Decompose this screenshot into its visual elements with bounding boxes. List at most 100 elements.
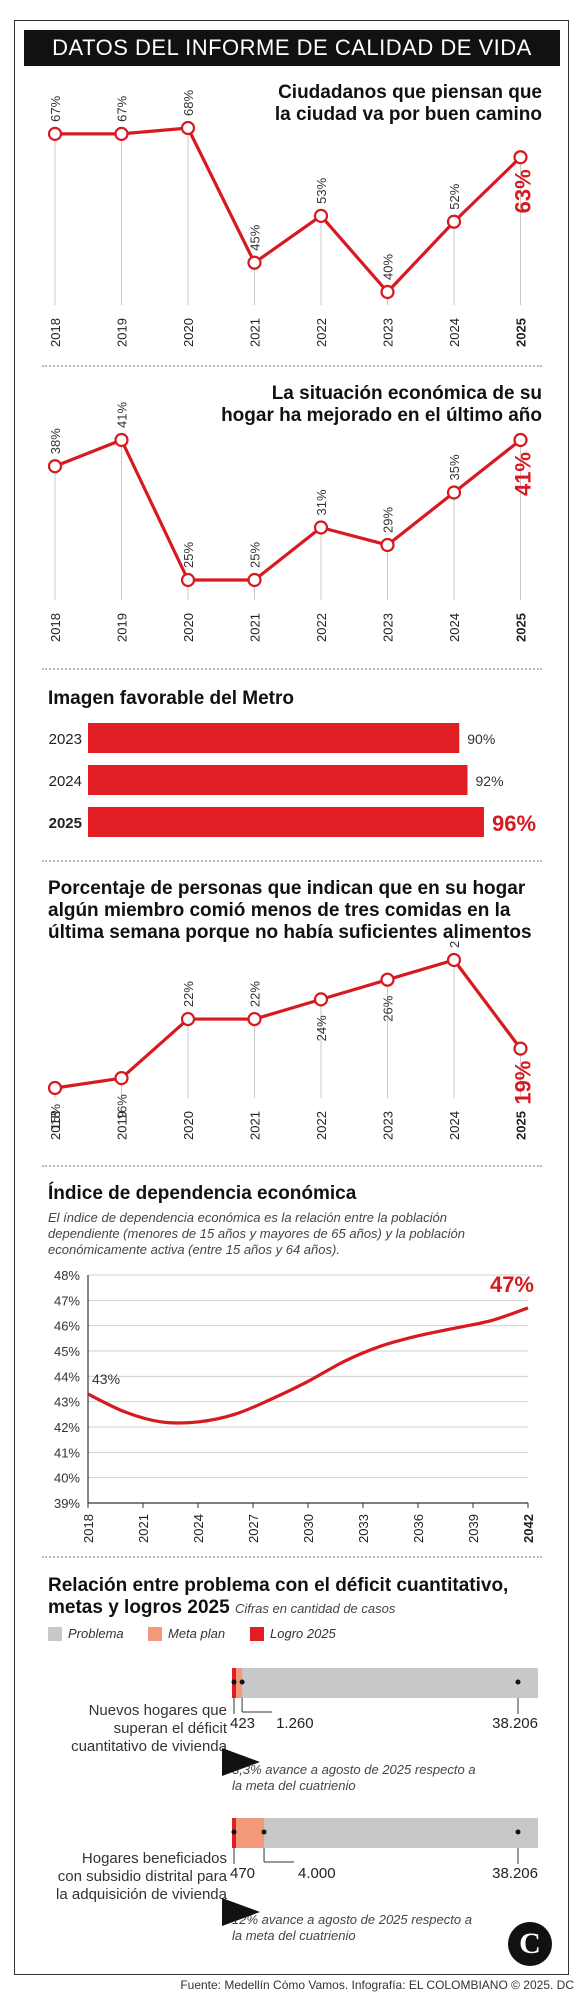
section-divider xyxy=(42,365,542,367)
chart5-xtick-label: 2030 xyxy=(301,1514,316,1543)
chart4-title: Porcentaje de personas que indican que e… xyxy=(48,878,532,943)
chart2-year-label: 2019 xyxy=(115,613,130,642)
section-divider xyxy=(42,1165,542,1167)
chart2-year-label: 2023 xyxy=(381,613,396,642)
chart4-value-label: 24% xyxy=(314,1015,329,1041)
chart1-value-label: 67% xyxy=(48,95,63,121)
footer-source: Fuente: Medellín Cómo Vamos. Infografía:… xyxy=(180,1978,574,1992)
chart1-point xyxy=(313,208,329,223)
chart5-title: Índice de dependencia económica xyxy=(48,1183,357,1204)
chart3-category-label: 2023 xyxy=(49,731,82,748)
chart3-category-label: 2025 xyxy=(49,815,82,832)
chart6-subtitle: Cifras en cantidad de casos xyxy=(234,1601,396,1616)
legend-label-meta: Meta plan xyxy=(168,1626,226,1641)
infographic-frame xyxy=(14,20,569,1975)
chart6-problema-label: 38.206 xyxy=(492,1865,538,1882)
chart5-ytick-label: 46% xyxy=(54,1319,80,1334)
row1-note: 3,3% avance a agosto de 2025 respecto a … xyxy=(232,1762,476,1793)
chart5-ytick-label: 43% xyxy=(54,1395,80,1410)
section-divider xyxy=(42,668,542,670)
chart5-xtick-label: 2024 xyxy=(191,1514,206,1543)
chart6-meta-label: 1.260 xyxy=(276,1715,314,1732)
chart1-year-label: 2020 xyxy=(181,318,196,347)
chart6-bar-chart: 423 1.260 38.206 470 4.000 38.206 xyxy=(222,1668,538,1926)
chart1-point xyxy=(247,255,262,270)
chart1-year-label: 2019 xyxy=(115,318,130,347)
chart2-value-label: 38% xyxy=(48,428,63,454)
chart1-value-label: 40% xyxy=(381,254,396,280)
legend-label-logro: Logro 2025 xyxy=(270,1626,336,1641)
chart2-value-label: 35% xyxy=(447,454,462,480)
chart5-xtick-label: 2018 xyxy=(81,1514,96,1543)
chart4-point xyxy=(380,972,395,987)
chart4-point xyxy=(513,1041,528,1056)
chart2-value-label: 41% xyxy=(115,402,130,428)
chart1-value-label: 63% xyxy=(511,169,536,213)
chart6-marker xyxy=(239,1679,245,1685)
chart5-ytick-label: 42% xyxy=(54,1420,80,1435)
chart4-value-label: 22% xyxy=(248,981,263,1007)
chart1-year-label: 2023 xyxy=(381,318,396,347)
chart5-xtick-label: 2033 xyxy=(356,1514,371,1543)
chart5-ytick-label: 48% xyxy=(54,1268,80,1283)
chart6-bar-problema xyxy=(232,1818,538,1848)
chart4-value-label: 19% xyxy=(511,1061,536,1105)
chart2-point xyxy=(513,432,528,448)
chart4-year-label: 2018 xyxy=(48,1111,63,1140)
chart6-title: Relación entre problema con el déficit c… xyxy=(48,1575,548,1620)
chart6-bar-problema xyxy=(232,1668,538,1698)
chart1-series-line xyxy=(55,126,522,294)
chart3-value-label: 92% xyxy=(476,773,504,789)
chart5-ytick-label: 41% xyxy=(54,1445,80,1460)
chart1-point xyxy=(380,284,395,300)
chart5-ytick-label: 47% xyxy=(54,1293,80,1308)
chart4-point xyxy=(446,952,462,968)
chart4-point xyxy=(247,1011,262,1027)
chart6-title-text: Relación entre problema con el déficit c… xyxy=(48,1575,509,1618)
chart1-point xyxy=(513,150,528,165)
chart3-bar xyxy=(88,765,468,795)
chart6-logro-label: 423 xyxy=(230,1715,255,1732)
chart3-category-label: 2024 xyxy=(49,773,82,790)
chart6-marker xyxy=(261,1829,267,1835)
chart3-bar xyxy=(88,807,484,837)
chart3-bar-chart: 2023 90% 2024 92% 2025 96% xyxy=(49,723,536,837)
chart4-series-line xyxy=(54,958,522,1090)
chart2-year-label: 2024 xyxy=(447,613,462,642)
legend-swatch-logro xyxy=(250,1626,264,1641)
chart4-year-label: 2020 xyxy=(181,1111,196,1140)
chart4-year-label: 2023 xyxy=(381,1111,396,1140)
chart4-value-label: 26% xyxy=(381,995,396,1021)
row2-label: Hogares beneficiados con subsidio distri… xyxy=(56,1850,227,1903)
chart3-title: Imagen favorable del Metro xyxy=(48,688,295,709)
chart1-point xyxy=(446,214,462,229)
chart2-year-label: 2018 xyxy=(48,613,63,642)
chart2-value-label: 25% xyxy=(248,542,263,568)
row2-note: 12% avance a agosto de 2025 respecto a l… xyxy=(232,1912,472,1943)
chart5-xtick-label: 2039 xyxy=(466,1514,481,1543)
chart6-logro-label: 470 xyxy=(230,1865,255,1882)
chart4-year-label: 2025 xyxy=(514,1111,529,1140)
chart1-year-label: 2021 xyxy=(248,318,263,347)
row1-label: Nuevos hogares que superan el déficit cu… xyxy=(71,1702,227,1755)
chart6-marker xyxy=(231,1829,237,1835)
chart5-start-label: 43% xyxy=(92,1371,120,1387)
chart1-value-label: 52% xyxy=(447,183,462,209)
chart6-marker xyxy=(515,1829,521,1835)
chart1-value-label: 68% xyxy=(181,90,196,116)
chart6-marker xyxy=(231,1679,237,1685)
chart6-marker xyxy=(515,1679,521,1685)
page-title: DATOS DEL INFORME DE CALIDAD DE VIDA xyxy=(24,30,560,66)
chart2-value-label: 25% xyxy=(181,542,196,568)
arrow-icon xyxy=(222,1898,260,1926)
chart4-year-label: 2019 xyxy=(115,1111,130,1140)
legend-swatch-meta xyxy=(148,1626,162,1641)
chart1-value-label: 53% xyxy=(314,177,329,203)
chart1-value-label: 67% xyxy=(115,95,130,121)
chart2-title: La situación económica de su hogar ha me… xyxy=(221,383,542,426)
el-colombiano-logo: C xyxy=(508,1922,552,1966)
chart1-point xyxy=(114,126,129,141)
chart4-value-label: 16% xyxy=(115,1094,130,1120)
chart1-year-label: 2018 xyxy=(48,318,63,347)
chart5-xtick-label: 2042 xyxy=(521,1514,536,1543)
